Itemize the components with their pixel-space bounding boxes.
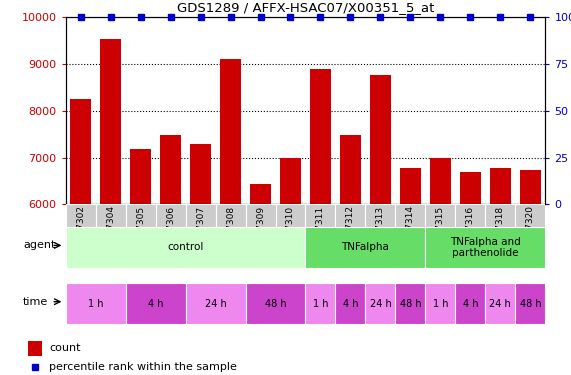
Bar [246, 283, 305, 324]
Text: 1 h: 1 h [313, 299, 328, 309]
Bar [66, 283, 126, 324]
Text: GSM47314: GSM47314 [406, 206, 415, 255]
Text: control: control [167, 243, 204, 252]
Bar [190, 144, 211, 375]
Text: count: count [49, 344, 81, 353]
Text: GSM47320: GSM47320 [526, 206, 535, 255]
Bar [365, 204, 395, 227]
Bar [28, 341, 42, 356]
Text: 4 h: 4 h [148, 299, 163, 309]
Bar [400, 168, 421, 375]
Text: TNFalpha and
parthenolide: TNFalpha and parthenolide [450, 237, 521, 258]
Bar [430, 159, 451, 375]
Bar [100, 39, 121, 375]
Text: GSM47307: GSM47307 [196, 206, 205, 255]
Text: GSM47305: GSM47305 [136, 206, 145, 255]
Bar [160, 135, 181, 375]
Text: 24 h: 24 h [369, 299, 391, 309]
Bar [305, 204, 335, 227]
Bar [425, 204, 455, 227]
Text: GSM47312: GSM47312 [346, 206, 355, 255]
Bar [365, 283, 395, 324]
Bar [340, 135, 361, 375]
Bar [66, 204, 96, 227]
Text: 48 h: 48 h [265, 299, 286, 309]
Bar [246, 204, 275, 227]
Bar [126, 204, 155, 227]
Text: GSM47318: GSM47318 [496, 206, 505, 255]
Bar [395, 283, 425, 324]
Text: 24 h: 24 h [204, 299, 227, 309]
Bar [455, 204, 485, 227]
Bar [460, 172, 481, 375]
Text: GSM47304: GSM47304 [106, 206, 115, 255]
Bar [66, 227, 305, 268]
Text: GSM47302: GSM47302 [76, 206, 85, 255]
Text: 4 h: 4 h [343, 299, 358, 309]
Text: GSM47306: GSM47306 [166, 206, 175, 255]
Bar [370, 75, 391, 375]
Text: GSM47309: GSM47309 [256, 206, 265, 255]
Text: GSM47310: GSM47310 [286, 206, 295, 255]
Text: 48 h: 48 h [520, 299, 541, 309]
Bar [275, 204, 305, 227]
Bar [485, 204, 515, 227]
Bar [515, 283, 545, 324]
Bar [455, 283, 485, 324]
Bar [126, 283, 186, 324]
Text: percentile rank within the sample: percentile rank within the sample [49, 362, 237, 372]
Bar [186, 204, 215, 227]
Bar [395, 204, 425, 227]
Text: 48 h: 48 h [400, 299, 421, 309]
Bar [425, 283, 456, 324]
Bar [520, 170, 541, 375]
Bar [96, 204, 126, 227]
Title: GDS1289 / AFFX-HSAC07/X00351_5_at: GDS1289 / AFFX-HSAC07/X00351_5_at [177, 2, 434, 14]
Text: 1 h: 1 h [433, 299, 448, 309]
Text: GSM47311: GSM47311 [316, 206, 325, 255]
Bar [215, 204, 246, 227]
Bar [280, 159, 301, 375]
Text: 1 h: 1 h [88, 299, 103, 309]
Text: GSM47315: GSM47315 [436, 206, 445, 255]
Text: agent: agent [23, 240, 55, 250]
Bar [186, 283, 246, 324]
Bar [310, 69, 331, 375]
Text: GSM47313: GSM47313 [376, 206, 385, 255]
Bar [335, 283, 365, 324]
Bar [515, 204, 545, 227]
Text: GSM47308: GSM47308 [226, 206, 235, 255]
Bar [335, 204, 365, 227]
Bar [70, 99, 91, 375]
Bar [305, 227, 425, 268]
Text: TNFalpha: TNFalpha [341, 243, 389, 252]
Bar [130, 149, 151, 375]
Bar [425, 227, 545, 268]
Bar [490, 168, 511, 375]
Bar [155, 204, 186, 227]
Text: time: time [23, 297, 48, 307]
Text: GSM47316: GSM47316 [466, 206, 475, 255]
Text: 24 h: 24 h [489, 299, 511, 309]
Bar [220, 59, 241, 375]
Bar [485, 283, 515, 324]
Text: 4 h: 4 h [463, 299, 478, 309]
Bar [305, 283, 335, 324]
Bar [250, 184, 271, 375]
